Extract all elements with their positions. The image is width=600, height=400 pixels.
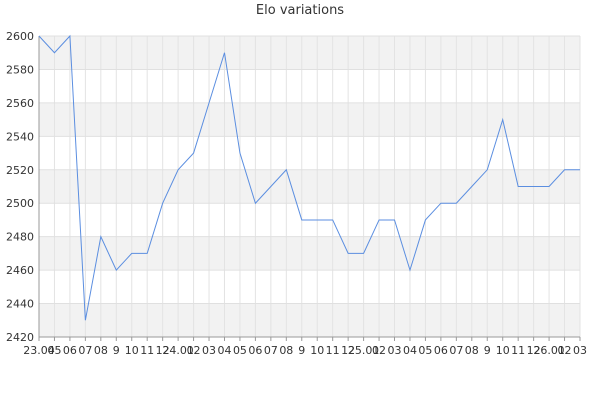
x-tick-label: 06	[434, 344, 448, 357]
x-tick-label: 02	[372, 344, 386, 357]
x-tick-label: 12	[341, 344, 355, 357]
x-tick-label: 24.01	[162, 344, 194, 357]
x-tick-label: 25.01	[348, 344, 380, 357]
x-tick-label: 9	[298, 344, 305, 357]
x-tick-label: 10	[310, 344, 324, 357]
x-tick-label: 07	[449, 344, 463, 357]
chart-title: Elo variations	[255, 3, 345, 18]
y-tick-label: 2540	[6, 130, 34, 143]
y-tick-label: 2560	[6, 97, 34, 110]
x-tick-label: 11	[140, 344, 154, 357]
x-tick-label: 10	[125, 344, 139, 357]
x-tick-label: 03	[388, 344, 402, 357]
x-tick-label: 06	[248, 344, 262, 357]
x-tick-label: 07	[78, 344, 92, 357]
y-tick-label: 2480	[6, 231, 34, 244]
y-tick-label: 2600	[6, 30, 34, 43]
x-tick-label: 03	[202, 344, 216, 357]
y-tick-label: 2440	[6, 298, 34, 311]
grid-band	[39, 236, 580, 271]
x-tick-label: 04	[217, 344, 231, 357]
x-tick-label: 06	[63, 344, 77, 357]
x-tick-label: 03	[573, 344, 587, 357]
x-tick-label: 26.01	[533, 344, 565, 357]
x-tick-label: 07	[264, 344, 278, 357]
y-tick-label: 2500	[6, 197, 34, 210]
grid-band	[39, 102, 580, 137]
grid-band	[39, 169, 580, 204]
x-tick-label: 23.04	[23, 344, 55, 357]
x-tick-label: 05	[47, 344, 61, 357]
x-tick-label: 12	[527, 344, 541, 357]
x-tick-label: 08	[465, 344, 479, 357]
x-tick-label: 05	[418, 344, 432, 357]
x-tick-label: 05	[233, 344, 247, 357]
grid-band	[39, 36, 580, 70]
x-tick-label: 11	[326, 344, 340, 357]
x-tick-label: 11	[511, 344, 525, 357]
y-tick-label: 2520	[6, 164, 34, 177]
x-tick-label: 08	[94, 344, 108, 357]
y-tick-label: 2580	[6, 63, 34, 76]
x-tick-label: 02	[558, 344, 572, 357]
x-tick-label: 02	[187, 344, 201, 357]
y-tick-label: 2420	[6, 331, 34, 344]
grid-band	[39, 303, 580, 337]
x-tick-label: 9	[113, 344, 120, 357]
x-tick-label: 10	[496, 344, 510, 357]
x-tick-label: 08	[279, 344, 293, 357]
y-tick-label: 2460	[6, 264, 34, 277]
x-tick-label: 12	[156, 344, 170, 357]
elo-series-line	[38, 34, 580, 321]
x-tick-label: 04	[403, 344, 417, 357]
x-tick-label: 9	[484, 344, 491, 357]
